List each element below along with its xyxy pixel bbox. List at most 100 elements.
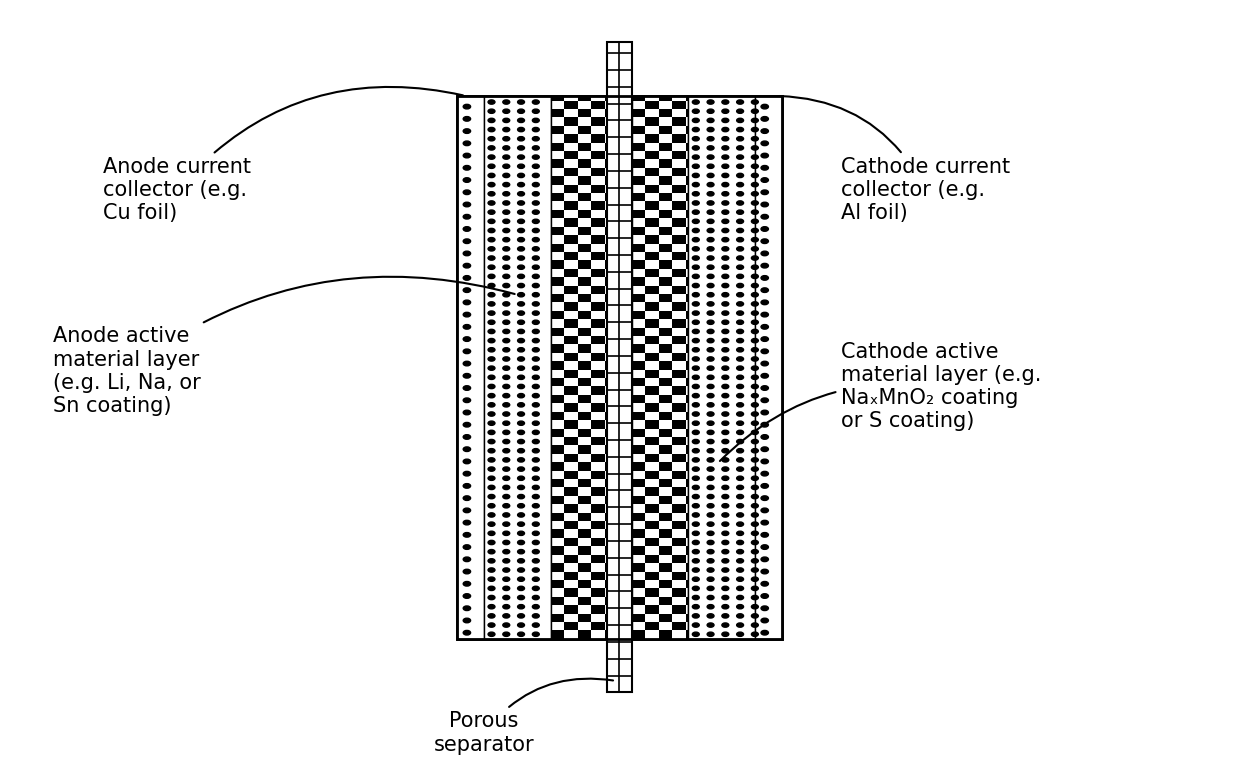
Circle shape	[488, 357, 494, 361]
Bar	[550, 547, 564, 555]
Bar	[564, 168, 577, 176]
Circle shape	[503, 128, 509, 131]
Circle shape	[488, 439, 494, 444]
Text: Porous
separator: Porous separator	[434, 679, 613, 754]
Circle shape	[463, 398, 471, 403]
Circle shape	[503, 614, 509, 618]
Bar	[577, 311, 591, 319]
Circle shape	[707, 504, 714, 508]
Bar	[673, 202, 686, 209]
Bar	[564, 100, 577, 109]
Bar	[646, 168, 659, 176]
Bar	[605, 428, 607, 437]
Circle shape	[488, 220, 494, 223]
Circle shape	[518, 448, 524, 453]
Circle shape	[751, 632, 758, 636]
Bar	[605, 311, 607, 319]
Bar	[673, 352, 686, 361]
Circle shape	[737, 504, 743, 508]
Circle shape	[751, 485, 758, 489]
Circle shape	[751, 146, 758, 150]
Circle shape	[518, 173, 524, 178]
Circle shape	[707, 604, 714, 609]
Circle shape	[737, 431, 743, 434]
Text: Anode current
collector (e.g.
Cu foil): Anode current collector (e.g. Cu foil)	[103, 87, 463, 223]
Circle shape	[503, 586, 509, 591]
Circle shape	[463, 300, 471, 305]
Circle shape	[693, 403, 699, 407]
Circle shape	[518, 384, 524, 389]
Circle shape	[488, 348, 494, 352]
Circle shape	[533, 421, 539, 425]
Bar	[659, 209, 673, 218]
Circle shape	[533, 256, 539, 261]
Circle shape	[722, 412, 729, 416]
Circle shape	[761, 459, 768, 464]
Circle shape	[722, 531, 729, 536]
Circle shape	[463, 484, 471, 489]
Bar	[564, 369, 577, 378]
Circle shape	[518, 182, 524, 187]
Circle shape	[488, 421, 494, 425]
Bar	[632, 597, 646, 605]
Bar	[659, 96, 673, 100]
Bar	[646, 386, 659, 395]
Bar	[646, 588, 659, 597]
Circle shape	[761, 631, 768, 635]
Circle shape	[693, 431, 699, 434]
Circle shape	[751, 256, 758, 261]
Bar	[673, 252, 686, 261]
Circle shape	[707, 522, 714, 526]
Circle shape	[737, 237, 743, 242]
Circle shape	[488, 393, 494, 398]
Circle shape	[722, 357, 729, 361]
Circle shape	[533, 329, 539, 334]
Bar	[646, 571, 659, 580]
Circle shape	[707, 531, 714, 536]
Bar	[564, 605, 577, 614]
Circle shape	[761, 190, 768, 195]
Bar	[673, 369, 686, 378]
Circle shape	[488, 375, 494, 380]
Circle shape	[488, 559, 494, 563]
Circle shape	[693, 439, 699, 444]
Bar	[686, 631, 689, 638]
Circle shape	[761, 325, 768, 329]
Circle shape	[518, 320, 524, 325]
Bar	[659, 278, 673, 285]
Circle shape	[463, 349, 471, 353]
Circle shape	[722, 109, 729, 114]
Bar	[686, 378, 689, 386]
Circle shape	[488, 531, 494, 536]
Circle shape	[518, 577, 524, 581]
Bar	[605, 109, 607, 117]
Circle shape	[693, 357, 699, 361]
Circle shape	[722, 586, 729, 591]
Circle shape	[722, 118, 729, 123]
Circle shape	[707, 220, 714, 223]
Circle shape	[503, 393, 509, 398]
Bar	[686, 109, 689, 117]
Bar	[632, 412, 646, 421]
Bar	[646, 235, 659, 243]
Bar	[550, 614, 564, 622]
Circle shape	[751, 393, 758, 398]
Bar	[632, 159, 646, 168]
Bar	[591, 151, 605, 159]
Circle shape	[751, 577, 758, 581]
Circle shape	[722, 128, 729, 131]
Bar	[564, 302, 577, 311]
Bar	[673, 571, 686, 580]
Circle shape	[751, 495, 758, 499]
Bar	[605, 278, 607, 285]
Circle shape	[693, 586, 699, 591]
Bar	[646, 421, 659, 428]
Circle shape	[737, 155, 743, 159]
Circle shape	[488, 614, 494, 618]
Circle shape	[488, 448, 494, 453]
Circle shape	[533, 320, 539, 325]
Circle shape	[463, 337, 471, 342]
Circle shape	[693, 311, 699, 315]
Circle shape	[761, 581, 768, 586]
Bar	[605, 294, 607, 302]
